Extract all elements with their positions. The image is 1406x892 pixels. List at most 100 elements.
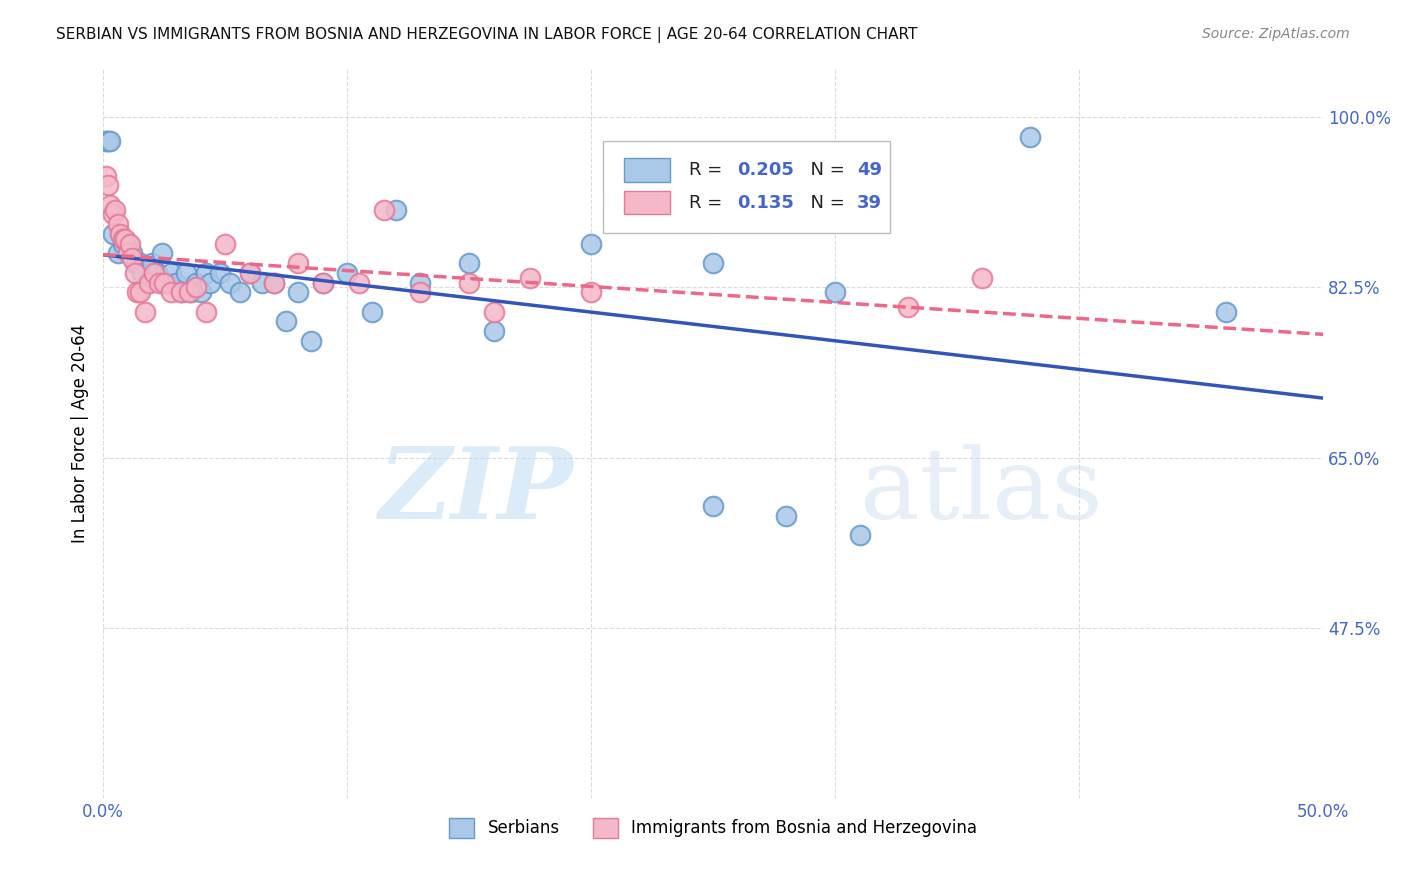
Point (165, 276, 187, 290)
Point (107, 217, 129, 231)
Point (263, 276, 285, 290)
Point (579, 285, 602, 300)
Point (97, 135, 120, 149)
Point (148, 276, 170, 290)
Point (190, 285, 212, 300)
Point (482, 324, 505, 338)
Point (702, 256, 724, 270)
Point (209, 266, 232, 280)
Point (117, 236, 139, 251)
Point (117, 246, 139, 260)
Bar (624, 191, 671, 214)
Text: ZIP: ZIP (378, 443, 572, 540)
Point (114, 232, 136, 246)
Bar (624, 158, 671, 182)
Point (184, 280, 207, 294)
Legend: Serbians, Immigrants from Bosnia and Herzegovina: Serbians, Immigrants from Bosnia and Her… (443, 811, 984, 845)
Point (136, 276, 159, 290)
Point (108, 227, 131, 241)
Point (170, 285, 193, 300)
Point (97, 178, 120, 193)
Point (124, 256, 146, 270)
Point (238, 266, 260, 280)
Text: Source: ZipAtlas.com: Source: ZipAtlas.com (1202, 27, 1350, 41)
Point (409, 276, 432, 290)
Point (276, 314, 298, 328)
Point (458, 256, 481, 270)
Point (138, 276, 160, 290)
Point (128, 256, 150, 270)
Point (104, 202, 127, 217)
Point (824, 285, 846, 300)
Point (184, 276, 207, 290)
Point (238, 266, 260, 280)
Point (94, 135, 117, 149)
Point (336, 266, 359, 280)
Point (100, 198, 122, 212)
Point (373, 202, 395, 217)
Text: 39: 39 (858, 194, 882, 211)
Point (107, 246, 129, 260)
Point (848, 528, 870, 542)
Text: atlas: atlas (859, 444, 1102, 540)
Point (101, 227, 124, 241)
Point (150, 246, 173, 260)
Point (194, 304, 217, 318)
Point (127, 285, 149, 300)
Point (385, 202, 408, 217)
Point (118, 236, 141, 251)
Text: 49: 49 (858, 161, 882, 179)
Point (409, 285, 432, 300)
Text: 0.135: 0.135 (738, 194, 794, 211)
Point (153, 276, 176, 290)
Point (299, 334, 322, 348)
Point (214, 236, 236, 251)
Point (131, 266, 153, 280)
Point (174, 266, 197, 280)
Point (200, 276, 222, 290)
Point (134, 304, 156, 318)
Point (219, 276, 242, 290)
Point (111, 236, 134, 251)
Point (519, 270, 541, 285)
Point (312, 276, 335, 290)
Point (250, 276, 273, 290)
Point (349, 276, 371, 290)
Point (897, 300, 920, 314)
Point (312, 276, 335, 290)
Text: R =: R = (689, 194, 728, 211)
Y-axis label: In Labor Force | Age 20-64: In Labor Force | Age 20-64 (72, 324, 89, 543)
Text: N =: N = (799, 194, 851, 211)
Point (287, 285, 309, 300)
Point (263, 276, 285, 290)
Point (458, 276, 481, 290)
Point (970, 270, 993, 285)
Point (100, 135, 122, 149)
Point (160, 285, 183, 300)
Point (177, 285, 200, 300)
Text: N =: N = (799, 161, 851, 179)
Point (111, 232, 134, 246)
Point (128, 285, 150, 300)
Point (124, 266, 146, 280)
Point (360, 304, 382, 318)
Point (702, 500, 724, 514)
Point (155, 276, 177, 290)
Point (287, 256, 309, 270)
Point (180, 285, 202, 300)
Point (1019, 129, 1042, 144)
Point (579, 236, 602, 251)
Point (194, 266, 217, 280)
Point (229, 285, 252, 300)
Text: 0.205: 0.205 (738, 161, 794, 179)
Point (94, 169, 117, 183)
Point (121, 251, 143, 265)
Point (101, 207, 124, 221)
Point (121, 246, 143, 260)
FancyBboxPatch shape (603, 142, 890, 233)
Point (1215, 304, 1237, 318)
Point (141, 256, 163, 270)
Point (160, 266, 183, 280)
Point (143, 266, 166, 280)
Point (775, 508, 797, 523)
